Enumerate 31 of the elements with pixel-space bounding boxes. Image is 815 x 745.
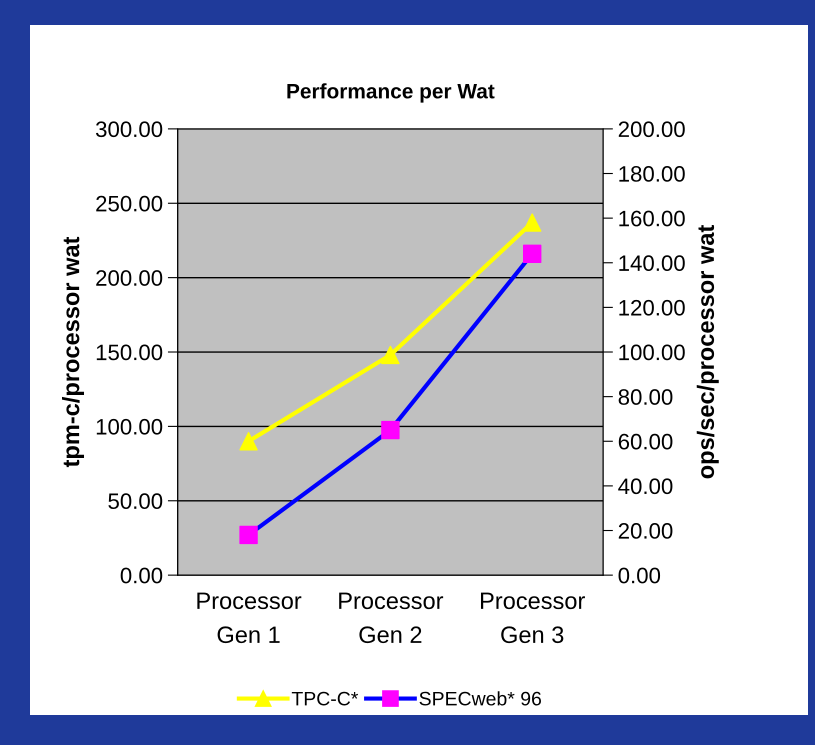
y-tick-label: 250.00 [96,196,162,212]
y2-tick-label: 160.00 [619,210,685,226]
y2-tick-label: 20.00 [618,523,672,539]
y-tick-label: 200.00 [96,270,162,286]
point [381,420,400,440]
x-tick-label: Processor Gen 3 [480,592,585,644]
y-tick-label: 50.00 [108,493,162,510]
y2-axis-title: ops/sec/processor wat [696,225,719,478]
point [522,244,542,264]
y2-tick-label: 120.00 [619,300,685,316]
y2-tick-label: 80.00 [618,389,672,405]
chart-title: Performance per Wat [287,83,495,103]
point [381,346,400,364]
y2-tick-label: 100.00 [619,344,685,360]
y2-tick-label: 60.00 [618,434,672,450]
legend-label: SPECweb* 96 [420,691,542,706]
point [239,432,258,450]
y-tick-label: 150.00 [96,344,162,360]
y-tick-label: 0.00 [120,568,162,584]
y2-tick-label: 0.00 [618,568,660,584]
y2-tick-label: 200.00 [618,121,685,138]
y2-tick-label: 140.00 [619,255,685,272]
y-tick-label: 100.00 [96,418,162,435]
y2-tick-label: 180.00 [619,166,685,182]
point [239,526,258,544]
y-axis-title: tpm-c/processor wat [62,236,84,468]
x-tick-label: Processor Gen 2 [339,592,444,644]
x-tick-label: Processor Gen 1 [197,592,302,644]
y2-tick-label: 40.00 [618,478,672,494]
y-tick-label: 300.00 [96,121,162,138]
legend-label: TPC-C* [292,692,358,706]
